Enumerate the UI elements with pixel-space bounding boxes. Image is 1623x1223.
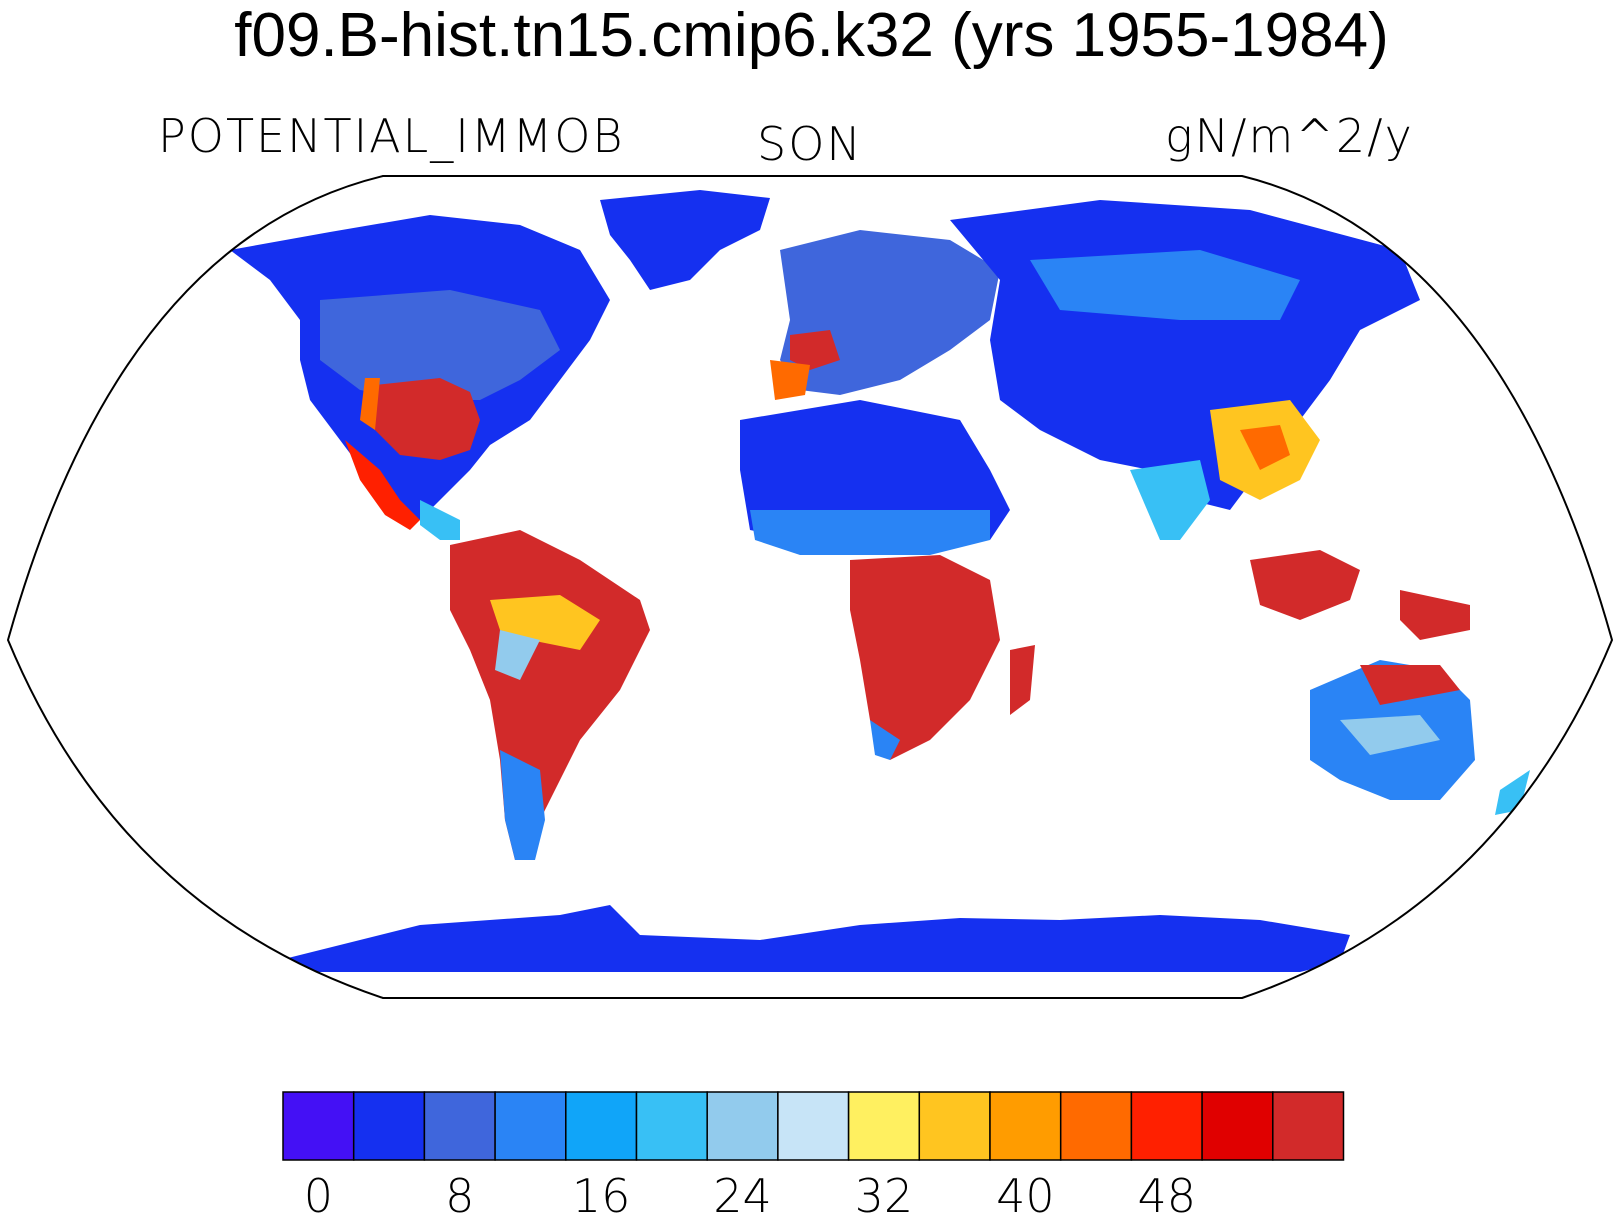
colorbar-tick-label: 32 <box>854 1169 914 1223</box>
patagonia-region <box>500 750 545 860</box>
colorbar-box <box>635 1091 708 1161</box>
australia-mid <box>1340 715 1440 755</box>
figure-title: f09.B-hist.tn15.cmip6.k32 (yrs 1955-1984… <box>234 1 1389 70</box>
season-label: SON <box>757 117 863 171</box>
amazon-mixed-light <box>495 630 540 680</box>
colorbar-tick-label: 24 <box>713 1169 772 1223</box>
variable-label: POTENTIAL_IMMOB <box>158 109 625 163</box>
colorbar-tick-label: 0 <box>303 1169 333 1223</box>
colorbar-box <box>989 1091 1062 1161</box>
colorbar-box <box>1130 1091 1203 1161</box>
amazon-mixed-yellow <box>490 595 600 650</box>
colorbar-tick-label: 8 <box>445 1169 475 1223</box>
africa-north <box>740 400 1010 540</box>
china-high <box>1240 425 1290 470</box>
colorbar-box <box>352 1091 426 1161</box>
usa-band-orange <box>360 378 380 430</box>
iberia-region <box>770 360 810 400</box>
antarctica-region <box>280 905 1350 972</box>
globe-outline <box>6 175 1614 999</box>
africa-south-high <box>850 555 1000 760</box>
colorbar-box <box>1272 1091 1345 1161</box>
north-america-midlat <box>320 290 560 400</box>
colorbar-box <box>423 1091 496 1161</box>
australia-north-high <box>1360 665 1460 705</box>
indonesia-region <box>1250 550 1360 620</box>
sahel-band <box>750 510 990 555</box>
central-america-region <box>420 500 460 540</box>
colorbar-box <box>706 1091 779 1161</box>
india-region <box>1130 460 1210 540</box>
units-label: gN/m^2/y <box>1165 109 1414 163</box>
southern-africa-blue <box>870 720 900 760</box>
colorbar-box <box>494 1091 567 1161</box>
colorbar-tick-label: 48 <box>1137 1169 1197 1223</box>
colorbar-box <box>847 1091 921 1161</box>
colorbar-box <box>1201 1091 1274 1161</box>
colorbar-tick-label: 16 <box>571 1169 631 1223</box>
new-guinea-region <box>1400 590 1470 640</box>
mexico-region <box>345 440 420 530</box>
colorbar-tick-label: 40 <box>996 1169 1055 1223</box>
colorbar-box <box>282 1091 355 1161</box>
usa-southeast-high <box>375 378 480 460</box>
france-high <box>790 330 840 370</box>
colorbar-box <box>918 1091 991 1161</box>
madagascar-region <box>1010 645 1035 715</box>
colorbar-box <box>777 1091 850 1161</box>
colorbar-box <box>565 1091 638 1161</box>
colorbar-box <box>1059 1091 1133 1161</box>
siberia-mid <box>1030 250 1300 320</box>
greenland-region <box>600 190 770 290</box>
